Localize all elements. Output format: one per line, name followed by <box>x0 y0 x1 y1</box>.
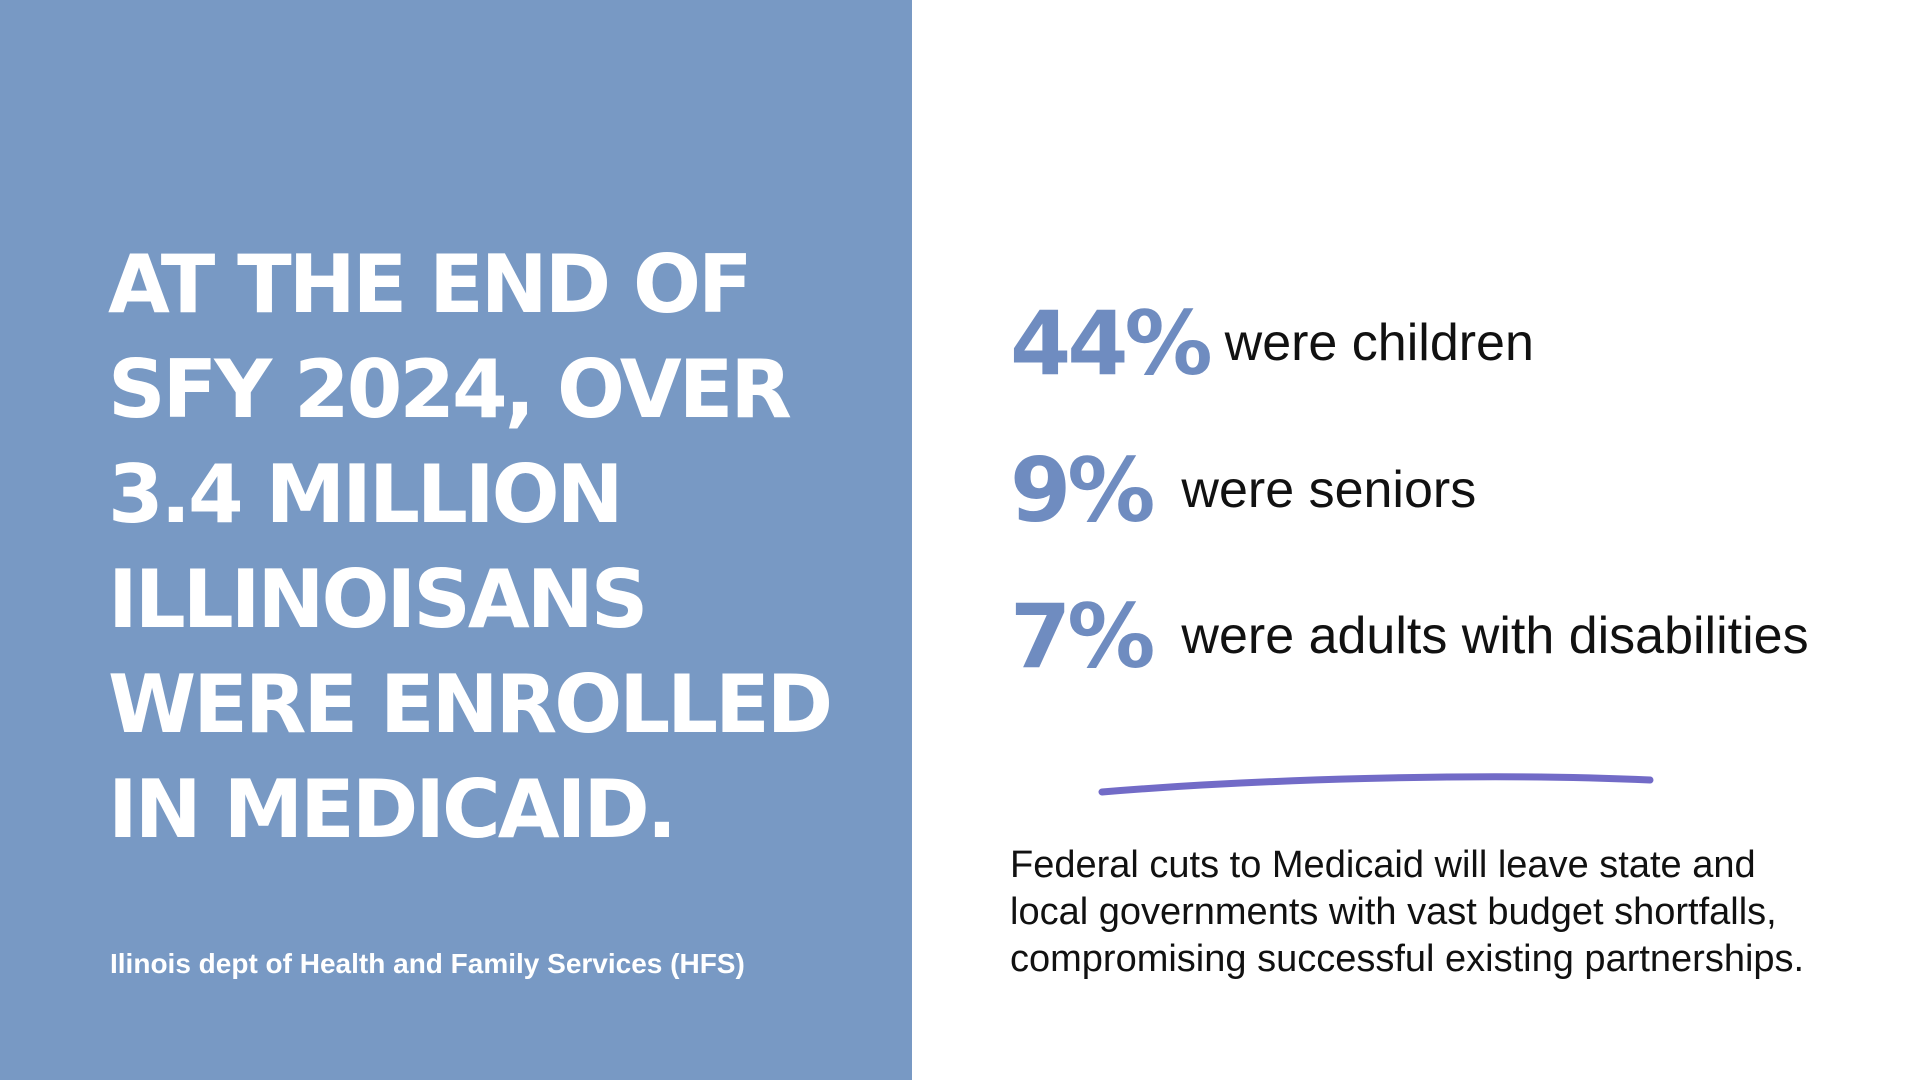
divider-stroke <box>1098 773 1654 796</box>
stat-row-disabilities: 7% were adults with disabilities <box>1010 584 1809 688</box>
stat-value: 44% <box>1010 291 1213 395</box>
stat-label: were seniors <box>1181 461 1477 519</box>
footnote-text: Federal cuts to Medicaid will leave stat… <box>1010 844 1805 980</box>
left-panel: AT THE END OF SFY 2024, OVER 3.4 MILLION… <box>0 0 912 1080</box>
headline: AT THE END OF SFY 2024, OVER 3.4 MILLION… <box>108 238 833 856</box>
stat-row-children: 44% were children <box>1010 291 1534 395</box>
stat-value: 7% <box>1010 584 1155 688</box>
stat-row-seniors: 9% were seniors <box>1010 438 1477 542</box>
source-citation: Ilinois dept of Health and Family Servic… <box>110 948 745 979</box>
stat-label: were children <box>1224 314 1534 372</box>
stat-label: were adults with disabilities <box>1181 607 1809 665</box>
stat-value: 9% <box>1010 438 1155 542</box>
